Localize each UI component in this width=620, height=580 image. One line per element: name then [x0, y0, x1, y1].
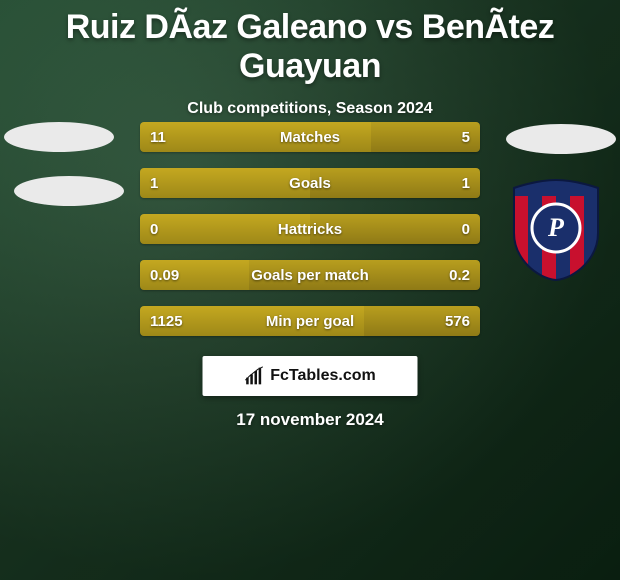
snapshot-date: 17 november 2024 [0, 410, 620, 430]
content: Ruiz DÃ­az Galeano vs BenÃ­tez Guayuan C… [0, 0, 620, 580]
bar-chart-icon [244, 366, 264, 386]
club-badge-icon: P [506, 178, 606, 282]
comparison-title: Ruiz DÃ­az Galeano vs BenÃ­tez Guayuan [0, 0, 620, 86]
stat-label: Goals [140, 168, 480, 198]
club-badge-letter: P [547, 213, 565, 242]
stat-row: 00Hattricks [140, 214, 480, 244]
season-subtitle: Club competitions, Season 2024 [0, 100, 620, 118]
stat-row: 115Matches [140, 122, 480, 152]
branding-text: FcTables.com [270, 367, 376, 385]
stat-label: Min per goal [140, 306, 480, 336]
stat-row: 1125576Min per goal [140, 306, 480, 336]
stat-label: Matches [140, 122, 480, 152]
stat-row: 0.090.2Goals per match [140, 260, 480, 290]
stat-label: Hattricks [140, 214, 480, 244]
stat-row: 11Goals [140, 168, 480, 198]
player-left-club-placeholder [14, 176, 124, 206]
stat-label: Goals per match [140, 260, 480, 290]
player-left-avatar-placeholder [4, 122, 114, 152]
stats-container: 115Matches 11Goals 00Hattricks 0.090.2Goals… [140, 122, 480, 352]
player-right-avatar-placeholder [506, 124, 616, 154]
branding-badge: FcTables.com [203, 356, 418, 396]
